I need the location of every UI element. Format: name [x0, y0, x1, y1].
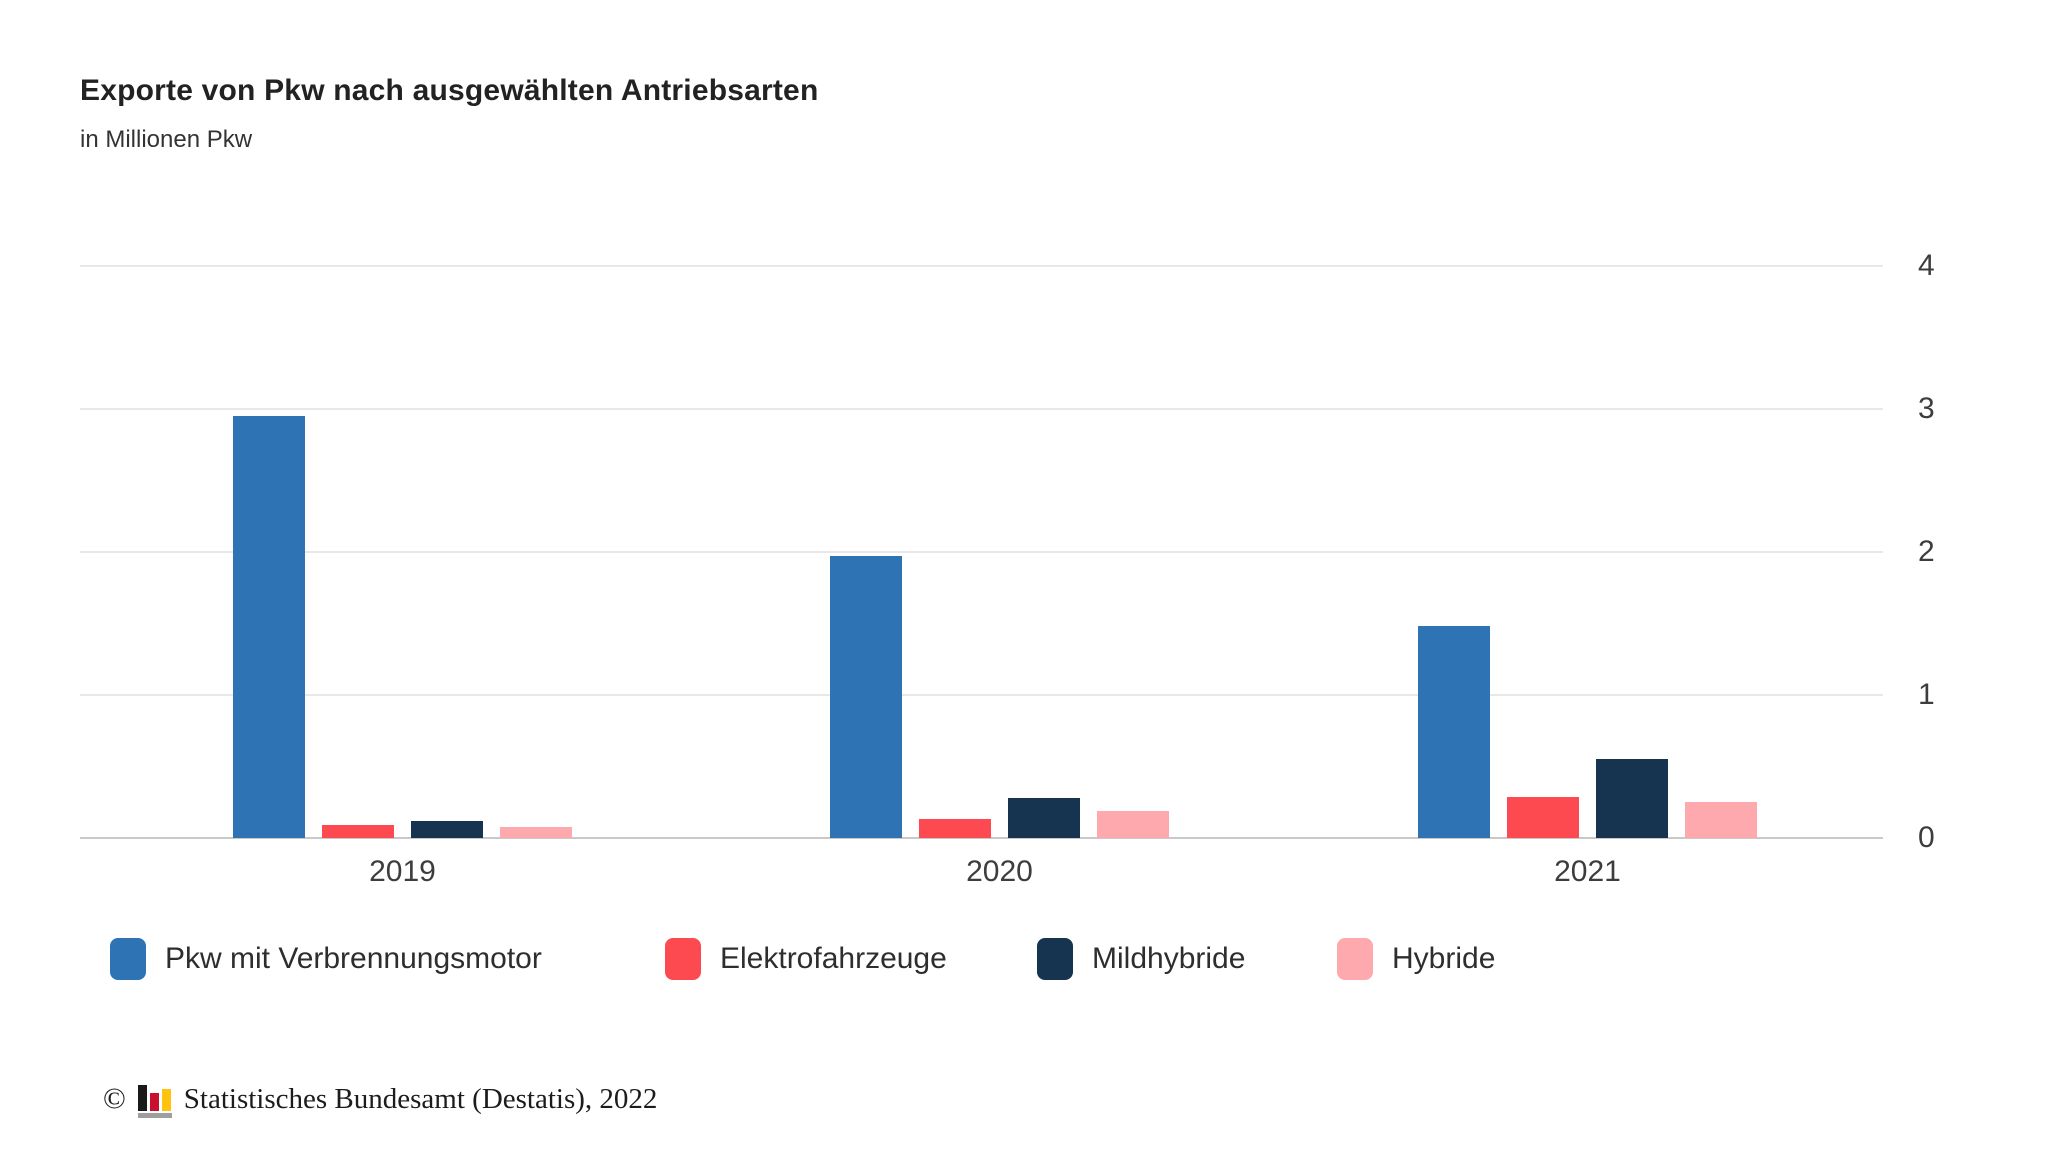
bar-pkw-mit-verbrennungsmotor-2019[interactable]: [233, 416, 305, 838]
logo-bar-red: [149, 1093, 159, 1111]
legend-label: Pkw mit Verbrennungsmotor: [165, 942, 542, 975]
gridline: [80, 694, 1883, 696]
bar-mildhybride-2021[interactable]: [1596, 759, 1668, 838]
gridline: [80, 408, 1883, 410]
bar-pkw-mit-verbrennungsmotor-2021[interactable]: [1418, 626, 1490, 838]
legend-label: Elektrofahrzeuge: [720, 942, 947, 975]
x-category-label-2019: 2019: [369, 855, 436, 888]
chart-title: Exporte von Pkw nach ausgewählten Antrie…: [80, 74, 819, 107]
legend-label: Hybride: [1392, 942, 1496, 975]
destatis-logo-icon: [137, 1080, 172, 1118]
x-category-label-2021: 2021: [1554, 855, 1621, 888]
legend-item-hybride[interactable]: Hybride: [1337, 938, 1495, 980]
logo-bar-black: [137, 1085, 147, 1111]
legend-swatch-icon: [665, 938, 701, 980]
y-tick-label: 0: [1918, 821, 1935, 854]
bar-mildhybride-2019[interactable]: [411, 821, 483, 838]
y-tick-label: 1: [1918, 678, 1935, 711]
legend-label: Mildhybride: [1092, 942, 1246, 975]
logo-base: [137, 1113, 172, 1118]
x-axis-line: [80, 837, 1883, 839]
gridline: [80, 265, 1883, 267]
bar-elektrofahrzeuge-2020[interactable]: [919, 819, 991, 838]
logo-bar-gold: [161, 1089, 171, 1111]
y-tick-label: 2: [1918, 535, 1935, 568]
source-footer: © Statistisches Bundesamt (Destatis), 20…: [103, 1078, 657, 1120]
source-text: Statistisches Bundesamt (Destatis), 2022: [183, 1082, 658, 1115]
y-tick-label: 4: [1918, 249, 1935, 282]
bar-elektrofahrzeuge-2019[interactable]: [322, 825, 394, 838]
gridline: [80, 551, 1883, 553]
legend-swatch-icon: [1037, 938, 1073, 980]
legend-item-pkw-mit-verbrennungsmotor[interactable]: Pkw mit Verbrennungsmotor: [110, 938, 542, 980]
bar-mildhybride-2020[interactable]: [1008, 798, 1080, 838]
y-tick-label: 3: [1918, 392, 1935, 425]
bar-hybride-2020[interactable]: [1097, 811, 1169, 838]
legend-item-elektrofahrzeuge[interactable]: Elektrofahrzeuge: [665, 938, 947, 980]
legend-swatch-icon: [110, 938, 146, 980]
bar-pkw-mit-verbrennungsmotor-2020[interactable]: [830, 556, 902, 838]
copyright-symbol: ©: [103, 1082, 126, 1115]
plot-area: [80, 265, 1883, 839]
bar-hybride-2019[interactable]: [500, 827, 572, 838]
chart-subtitle: in Millionen Pkw: [80, 126, 253, 153]
bar-hybride-2021[interactable]: [1685, 802, 1757, 838]
bar-elektrofahrzeuge-2021[interactable]: [1507, 797, 1579, 838]
legend-swatch-icon: [1337, 938, 1373, 980]
x-category-label-2020: 2020: [966, 855, 1033, 888]
legend-item-mildhybride[interactable]: Mildhybride: [1037, 938, 1245, 980]
